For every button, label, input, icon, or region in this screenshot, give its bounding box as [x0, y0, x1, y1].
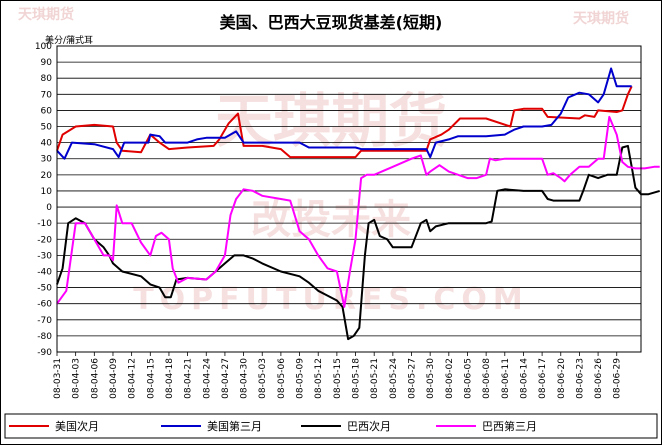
x-tick-label: 08-06-23 — [575, 358, 585, 399]
x-tick-label: 08-04-09 — [109, 358, 119, 399]
series-line-3 — [56, 144, 660, 341]
x-tick-label: 08-04-21 — [184, 358, 194, 399]
legend-label-1: 美国次月 — [55, 419, 99, 433]
y-tick-label: -70 — [37, 316, 52, 326]
watermark-corner-logo: 天琪期货 — [573, 10, 629, 27]
series-lines — [56, 67, 660, 341]
legend-label-4: 巴西第三月 — [482, 419, 537, 433]
series-line-4 — [56, 115, 660, 308]
x-tick-label: 08-06-05 — [463, 358, 473, 399]
x-tick-label: 08-04-24 — [202, 358, 212, 399]
x-tick-label: 08-05-27 — [408, 358, 418, 399]
series-line-2 — [56, 67, 632, 160]
x-tick-label: 08-05-21 — [370, 358, 380, 399]
x-tick-label: 08-05-09 — [296, 358, 306, 399]
watermark-brand-large: 天琪期货 — [215, 87, 447, 155]
y-tick-label: 20 — [41, 171, 53, 181]
y-tick-label: -60 — [37, 300, 52, 310]
y-tick-label: -50 — [37, 284, 52, 294]
y-tick-label: -20 — [37, 235, 52, 245]
series-line-1 — [56, 85, 633, 159]
x-tick-label: 08-05-12 — [314, 358, 324, 399]
x-tick-label: 08-03-31 — [53, 358, 63, 399]
x-tick-label: 08-04-06 — [90, 358, 100, 399]
y-tick-label: 90 — [41, 58, 53, 68]
y-tick-label: 100 — [35, 42, 52, 52]
x-tick-label: 08-05-18 — [352, 358, 362, 399]
legend-label-3: 巴西次月 — [347, 419, 391, 433]
y-tick-labels: -90 -80 -70 -60 -50 -40 -30 -20 -10 0 10 20 30 40 50 60… — [35, 42, 52, 358]
x-tick-labels: 08-03-31 08-04-03 08-04-06 08-04-09 08-04-12… — [53, 358, 623, 399]
y-tick-label: 10 — [41, 187, 53, 197]
x-tick-label: 08-05-30 — [426, 358, 436, 399]
y-tick-label: -90 — [37, 348, 52, 358]
y-tick-label: 30 — [41, 155, 53, 165]
y-tick-label: 0 — [46, 203, 52, 213]
y-tick-label: -40 — [37, 267, 52, 277]
y-tick-label: 60 — [41, 106, 53, 116]
x-tick-label: 08-06-20 — [557, 358, 567, 399]
x-tick-label: 08-04-30 — [240, 358, 250, 399]
chart-title: 美国、巴西大豆现货基差(短期) — [220, 13, 443, 32]
x-tick-label: 08-06-29 — [613, 358, 623, 399]
x-tick-label: 08-05-15 — [333, 358, 343, 399]
watermark-slogan: 改投未来 — [251, 197, 411, 243]
y-tick-label: 40 — [41, 139, 53, 149]
x-tick-label: 08-06-11 — [501, 358, 511, 399]
y-tick-label: -30 — [37, 251, 52, 261]
y-tick-label: 80 — [41, 74, 53, 84]
x-tick-label: 08-06-17 — [538, 358, 548, 399]
x-tick-label: 08-05-03 — [258, 358, 268, 399]
plot-area — [56, 45, 642, 353]
x-tick-label: 08-05-24 — [389, 358, 399, 399]
x-tick-label: 08-04-12 — [128, 358, 138, 399]
y-tick-label: -10 — [37, 219, 52, 229]
x-tick-label: 08-05-06 — [277, 358, 287, 399]
y-tick-label: 70 — [41, 90, 53, 100]
x-tick-label: 08-06-02 — [445, 358, 455, 399]
x-tick-label: 08-04-03 — [72, 358, 82, 399]
y-axis-unit: 美分/蒲式耳 — [45, 34, 93, 46]
legend-label-2: 美国第三月 — [207, 419, 262, 433]
x-tick-label: 08-04-18 — [165, 358, 175, 399]
x-tick-label: 08-06-08 — [482, 358, 492, 399]
x-tick-label: 08-04-15 — [146, 358, 156, 399]
legend: 美国次月 美国第三月 巴西次月 巴西第三月 — [4, 413, 658, 439]
x-tick-label: 08-04-27 — [221, 358, 231, 399]
watermark-corner-logo: 天琪期货 — [18, 6, 74, 23]
y-tick-label: 50 — [41, 123, 53, 133]
y-tick-label: -80 — [37, 332, 52, 342]
x-tick-label: 08-06-26 — [594, 358, 604, 399]
x-tick-label: 08-06-14 — [519, 358, 529, 399]
